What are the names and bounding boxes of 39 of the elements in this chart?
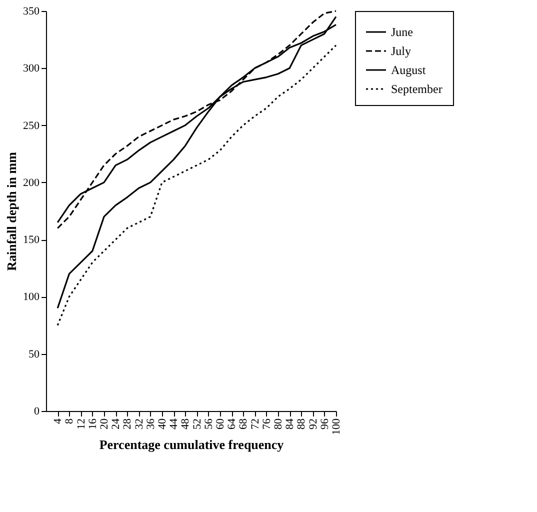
x-tick-label: 16 [86,418,99,430]
x-tick-label: 40 [156,418,168,430]
x-tick-label: 60 [214,418,226,430]
y-tick-label: 150 [23,234,40,246]
x-tick-label: 52 [191,418,204,430]
y-tick-label: 300 [23,62,40,75]
x-tick-label: 56 [202,418,215,430]
legend-label: June [391,25,413,39]
x-tick-label: 84 [284,418,296,430]
x-tick-label: 100 [330,418,342,435]
x-tick-label: 32 [133,418,146,430]
legend-label: September [391,82,442,96]
x-tick-label: 44 [168,418,180,430]
x-tick-label: 72 [249,418,262,430]
y-tick-label: 250 [23,120,40,132]
x-axis-title: Percentage cumulative frequency [99,437,284,452]
x-tick-label: 96 [318,418,331,430]
x-tick-label: 68 [238,418,250,430]
x-tick-label: 20 [98,418,110,430]
x-tick-label: 88 [296,418,308,430]
y-tick-label: 0 [34,406,40,418]
x-tick-label: 48 [180,418,192,430]
x-tick-label: 28 [122,418,134,430]
legend-label: August [391,63,426,77]
x-tick-label: 76 [260,418,273,430]
y-tick-label: 200 [23,176,40,189]
x-tick-label: 92 [307,418,320,430]
legend-label: July [391,44,412,58]
x-tick-label: 24 [110,418,122,430]
y-tick-label: 350 [23,6,40,18]
y-tick-label: 50 [28,348,40,360]
x-tick-label: 64 [226,418,238,430]
x-tick-label: 4 [52,418,64,424]
x-tick-label: 80 [272,418,284,430]
y-axis-title: Rainfall depth in mm [4,152,19,271]
x-tick-label: 8 [64,418,76,424]
x-tick-label: 36 [144,418,157,430]
x-tick-label: 12 [75,418,88,430]
y-tick-label: 100 [23,291,40,304]
